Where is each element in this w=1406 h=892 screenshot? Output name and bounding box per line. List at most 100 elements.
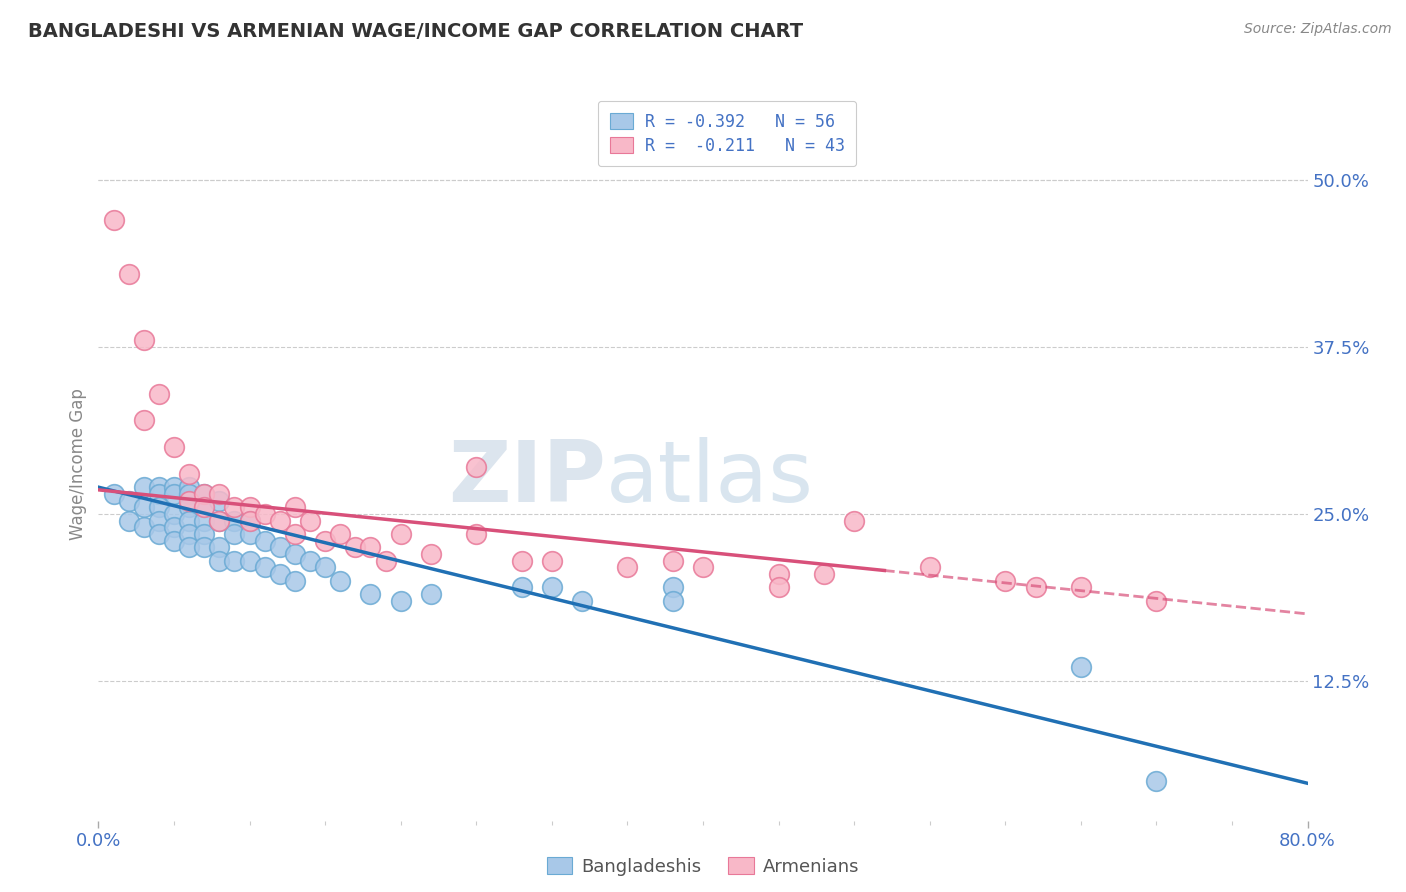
Point — [132, 520, 155, 534]
Point — [662, 593, 685, 607]
Point — [163, 533, 186, 548]
Point — [208, 540, 231, 554]
Point — [163, 440, 186, 454]
Point — [1070, 660, 1092, 674]
Point — [360, 540, 382, 554]
Point — [510, 553, 533, 567]
Point — [253, 533, 276, 548]
Point — [420, 587, 443, 601]
Point — [193, 487, 215, 501]
Point — [269, 514, 291, 528]
Point — [163, 487, 186, 501]
Point — [193, 500, 215, 515]
Point — [918, 560, 941, 574]
Point — [239, 514, 262, 528]
Point — [193, 487, 215, 501]
Point — [253, 507, 276, 521]
Point — [692, 560, 714, 574]
Point — [179, 480, 201, 494]
Point — [208, 553, 231, 567]
Point — [768, 566, 790, 581]
Point — [465, 460, 488, 475]
Text: ZIP: ZIP — [449, 436, 606, 520]
Point — [284, 574, 307, 588]
Point — [208, 493, 231, 508]
Point — [224, 553, 246, 567]
Point — [148, 386, 170, 401]
Point — [193, 514, 215, 528]
Point — [179, 467, 201, 481]
Point — [420, 547, 443, 561]
Point — [571, 593, 593, 607]
Point — [269, 540, 291, 554]
Point — [344, 540, 367, 554]
Point — [284, 500, 307, 515]
Point — [148, 527, 170, 541]
Point — [193, 540, 215, 554]
Point — [118, 514, 141, 528]
Point — [193, 500, 215, 515]
Point — [208, 514, 231, 528]
Point — [179, 493, 201, 508]
Point — [103, 213, 125, 227]
Point — [389, 593, 412, 607]
Point — [253, 560, 276, 574]
Point — [148, 487, 170, 501]
Point — [132, 413, 155, 427]
Point — [179, 540, 201, 554]
Point — [662, 553, 685, 567]
Text: BANGLADESHI VS ARMENIAN WAGE/INCOME GAP CORRELATION CHART: BANGLADESHI VS ARMENIAN WAGE/INCOME GAP … — [28, 22, 803, 41]
Point — [239, 553, 262, 567]
Text: Source: ZipAtlas.com: Source: ZipAtlas.com — [1244, 22, 1392, 37]
Point — [662, 580, 685, 594]
Point — [284, 527, 307, 541]
Point — [299, 514, 322, 528]
Point — [224, 500, 246, 515]
Point — [163, 520, 186, 534]
Point — [163, 507, 186, 521]
Point — [299, 553, 322, 567]
Point — [284, 547, 307, 561]
Point — [1024, 580, 1046, 594]
Point — [239, 500, 262, 515]
Point — [768, 580, 790, 594]
Point — [1144, 593, 1167, 607]
Point — [389, 527, 412, 541]
Point — [1070, 580, 1092, 594]
Point — [616, 560, 638, 574]
Point — [510, 580, 533, 594]
Point — [224, 527, 246, 541]
Point — [813, 566, 835, 581]
Point — [118, 267, 141, 281]
Y-axis label: Wage/Income Gap: Wage/Income Gap — [69, 388, 87, 540]
Point — [1144, 773, 1167, 788]
Point — [374, 553, 396, 567]
Point — [994, 574, 1017, 588]
Point — [179, 500, 201, 515]
Point — [465, 527, 488, 541]
Point — [360, 587, 382, 601]
Point — [148, 514, 170, 528]
Point — [179, 514, 201, 528]
Point — [179, 527, 201, 541]
Legend: Bangladeshis, Armenians: Bangladeshis, Armenians — [540, 850, 866, 883]
Point — [239, 527, 262, 541]
Point — [148, 480, 170, 494]
Point — [118, 493, 141, 508]
Point — [269, 566, 291, 581]
Point — [132, 500, 155, 515]
Point — [329, 527, 352, 541]
Point — [163, 480, 186, 494]
Point — [103, 487, 125, 501]
Point — [132, 334, 155, 348]
Point — [208, 487, 231, 501]
Point — [540, 580, 562, 594]
Point — [844, 514, 866, 528]
Text: atlas: atlas — [606, 436, 814, 520]
Point — [239, 514, 262, 528]
Point — [208, 514, 231, 528]
Point — [329, 574, 352, 588]
Point — [224, 514, 246, 528]
Point — [314, 560, 336, 574]
Point — [148, 500, 170, 515]
